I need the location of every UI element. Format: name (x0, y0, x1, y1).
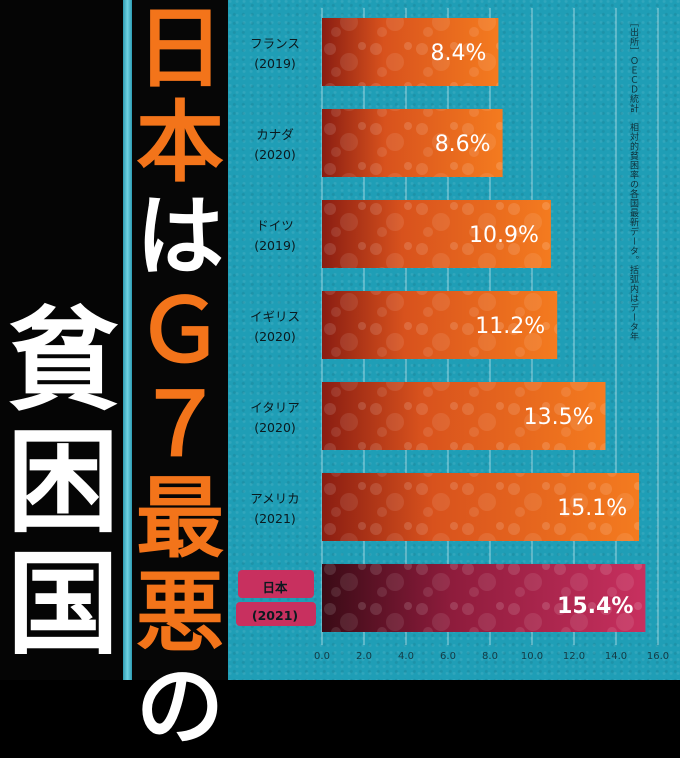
headline-char: 日 (135, 0, 224, 100)
category-year: (2020) (254, 420, 296, 435)
category-year: (2020) (254, 329, 296, 344)
category-label: フランス (250, 36, 300, 51)
highlight-bar-group: 15.4% (322, 564, 646, 632)
bar-group: 13.5% (322, 382, 606, 450)
bar-group: 15.1% (322, 473, 640, 541)
headline-char: 最 (135, 466, 224, 570)
highlight-year-box (236, 602, 316, 626)
x-tick-label: 8.0 (482, 651, 498, 662)
bar-group: 8.4% (322, 18, 499, 86)
bar-group: 11.2% (322, 291, 558, 359)
headline-column (132, 0, 228, 680)
x-tick-label: 2.0 (356, 651, 372, 662)
x-tick-label: 12.0 (563, 651, 585, 662)
category-year: (2019) (254, 238, 296, 253)
x-tick-label: 16.0 (647, 651, 669, 662)
value-label: 10.9% (469, 223, 539, 248)
category-year: (2019) (254, 56, 296, 71)
teal-divider (123, 0, 132, 680)
value-label: 15.1% (557, 496, 627, 521)
bar-texture (322, 200, 551, 268)
headline-char: は (135, 184, 224, 288)
highlight-label-box (238, 570, 314, 598)
bar-texture (322, 382, 606, 450)
category-year: (2021) (254, 511, 296, 526)
side-title-char: 貧 (7, 295, 119, 426)
left-black-strip (0, 0, 128, 680)
bar-texture (322, 473, 640, 541)
bar-group: 8.6% (322, 109, 503, 177)
value-label: 15.4% (557, 594, 633, 619)
category-label: イギリス (250, 309, 300, 324)
side-title: 貧困国 (0, 305, 126, 671)
side-title-char: 困 (7, 417, 119, 548)
bar-texture (322, 291, 558, 359)
headline-char: 悪 (135, 560, 224, 664)
x-tick-label: 0.0 (314, 651, 330, 662)
headline-char: 本 (135, 90, 224, 194)
side-title-char: 国 (7, 539, 119, 670)
bar-texture (322, 564, 646, 632)
value-label: 11.2% (475, 314, 545, 339)
bar-texture (322, 18, 499, 86)
source-note: ［出所］ＯＥＣＤ統計 相対的貧困率の各国最新データ。括弧内はデータ年 (628, 18, 638, 341)
value-label: 8.4% (430, 41, 486, 66)
category-label: ドイツ (256, 218, 294, 233)
headline-char: Ｇ (135, 278, 224, 382)
category-label: アメリカ (250, 491, 299, 506)
x-tick-label: 6.0 (440, 651, 456, 662)
category-label: 日本 (262, 580, 288, 595)
value-label: 13.5% (524, 405, 594, 430)
value-label: 8.6% (435, 132, 491, 157)
category-year: (2021) (252, 608, 298, 623)
headline-char: ７ (135, 372, 224, 476)
bar-group: 10.9% (322, 200, 551, 268)
bar-chart: 0.0 2.0 4.0 6.0 8.0 10.0 12.0 14.0 16.0 8.4% フランス (… (236, 8, 669, 662)
bar-texture (322, 109, 503, 177)
category-year: (2020) (254, 147, 296, 162)
category-label: イタリア (250, 400, 300, 415)
category-label: カナダ (256, 127, 294, 142)
x-tick-label: 14.0 (605, 651, 627, 662)
x-tick-label: 10.0 (521, 651, 543, 662)
x-tick-label: 4.0 (398, 651, 414, 662)
